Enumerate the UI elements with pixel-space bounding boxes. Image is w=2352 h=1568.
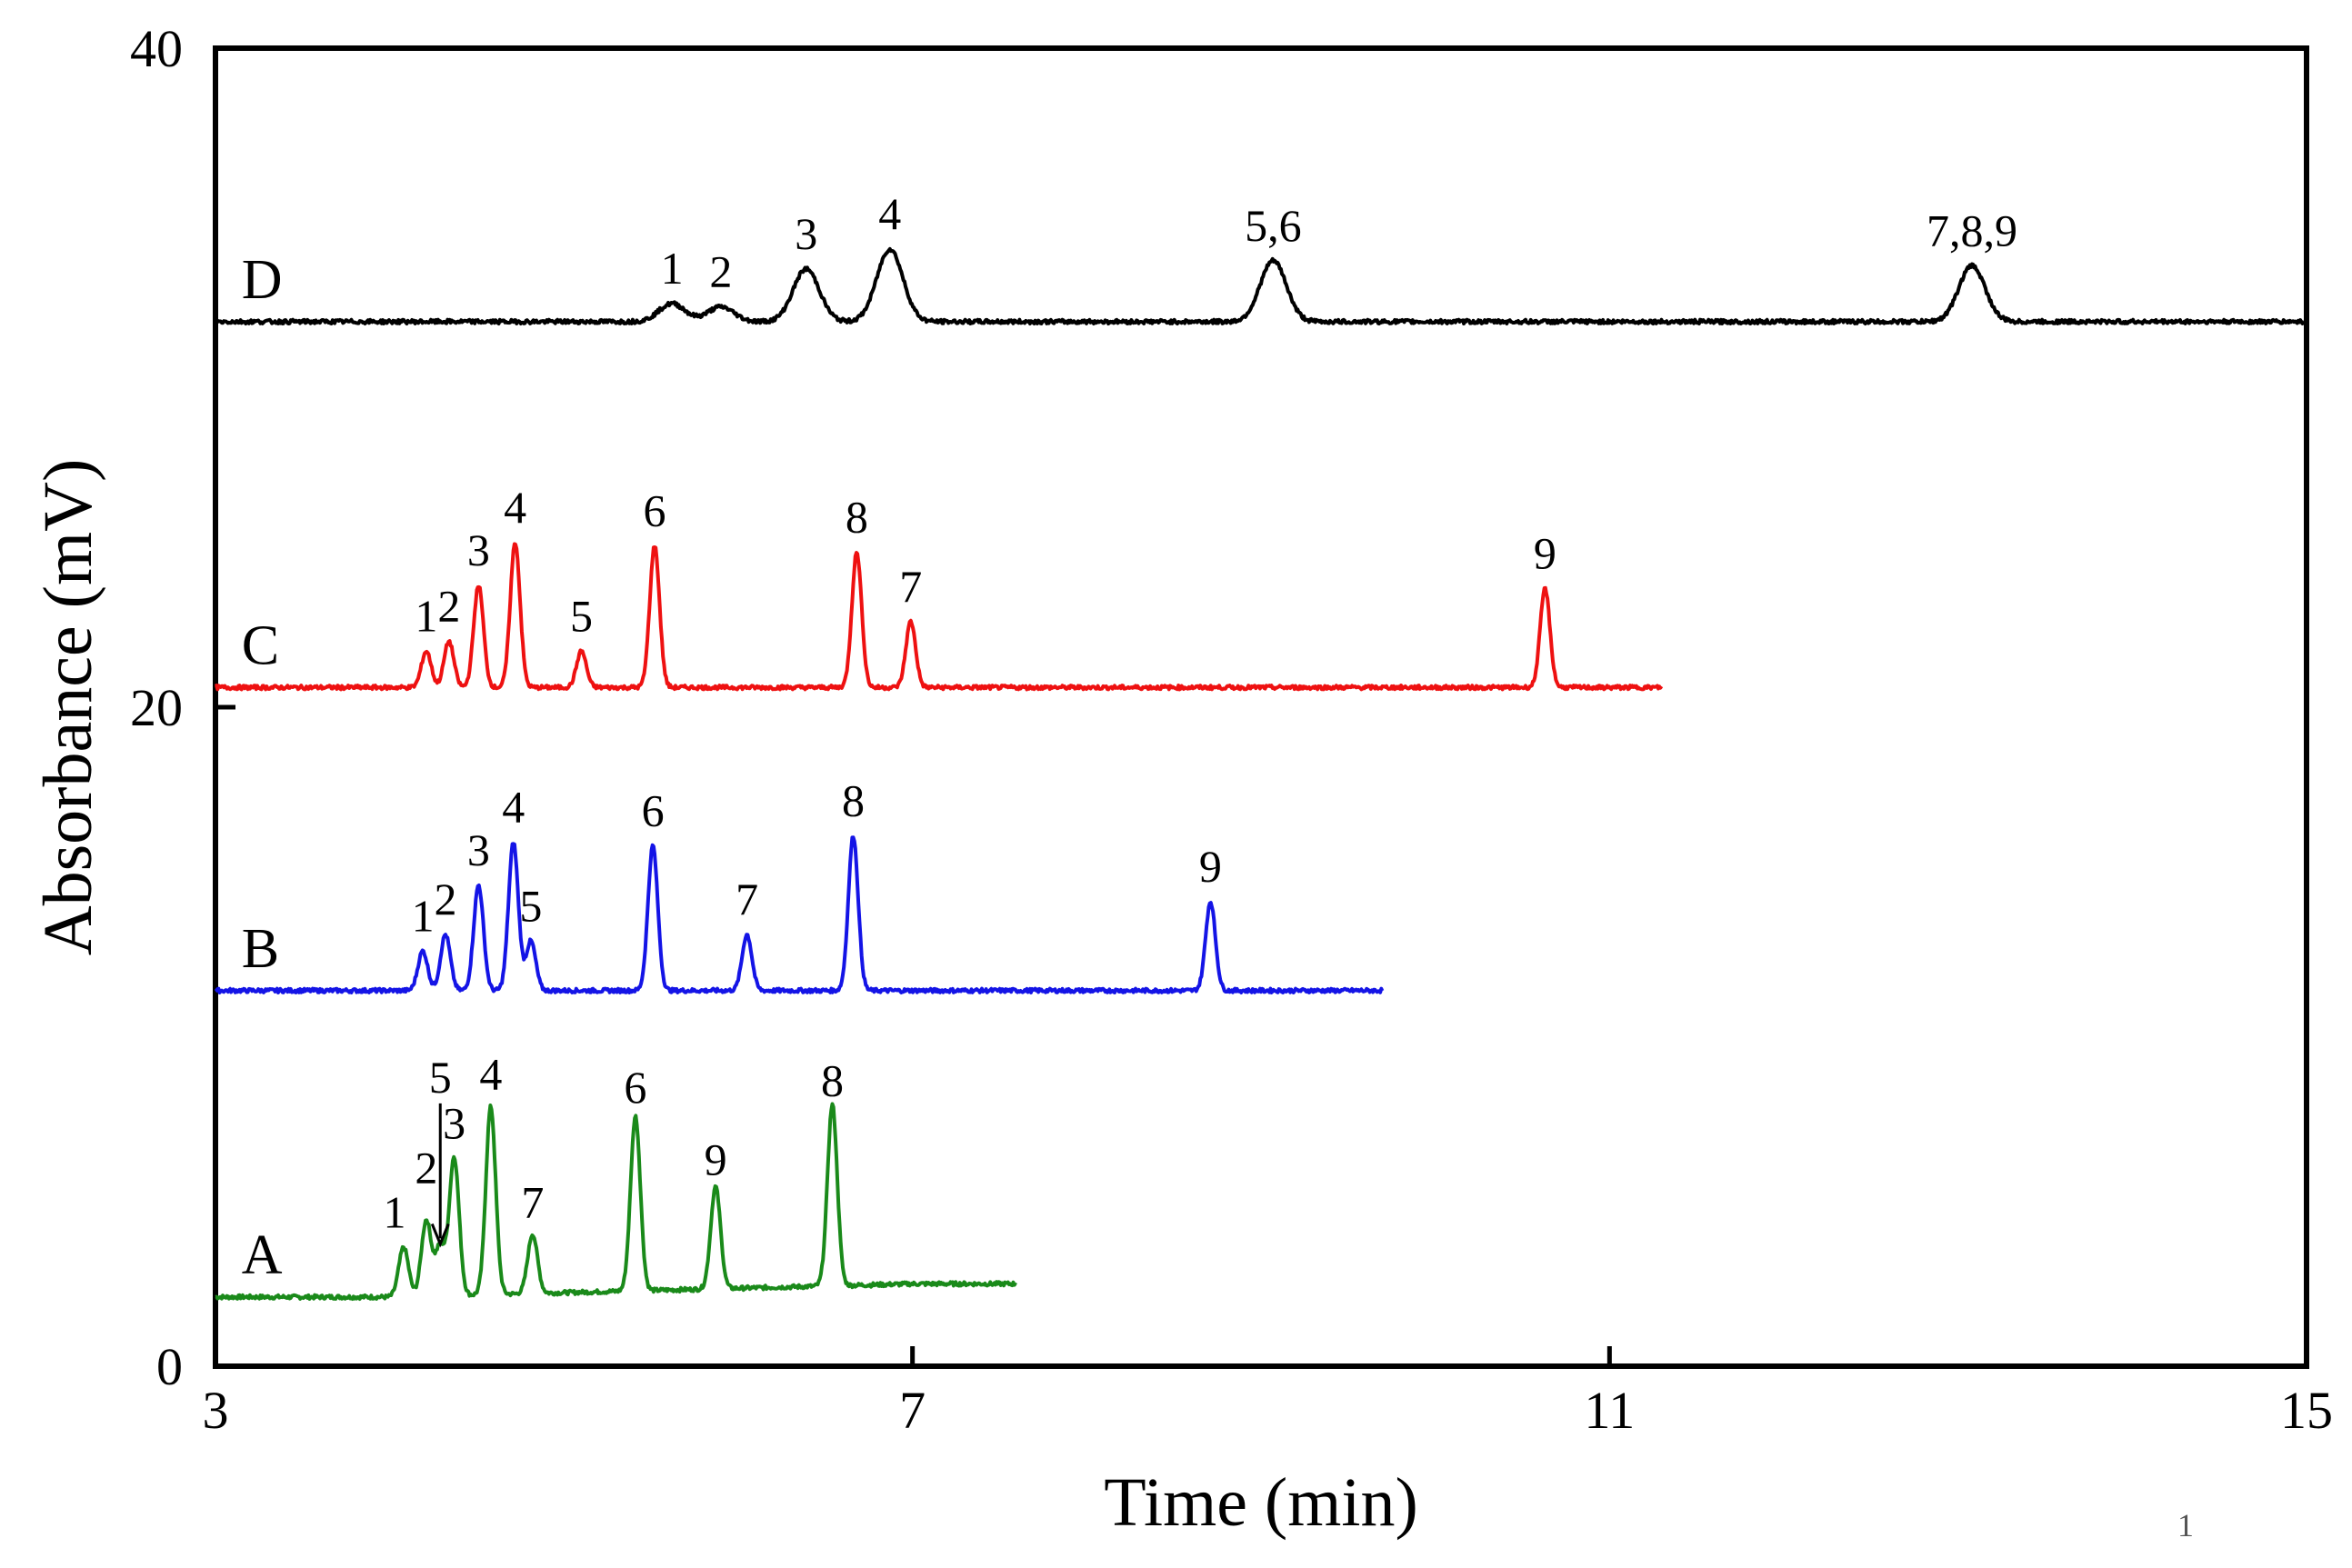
- trace-B: [214, 835, 1385, 994]
- peak-label-C-6: 6: [644, 484, 666, 535]
- peak-label-A-6: 6: [624, 1062, 646, 1113]
- peak-label-A-7: 7: [521, 1177, 544, 1228]
- peak-label-C-9: 9: [1534, 528, 1556, 579]
- peak-label-A-1: 1: [384, 1187, 406, 1238]
- peak-label-D-1: 1: [661, 243, 684, 294]
- trace-A: [215, 1102, 1017, 1301]
- peak-label-B-1: 1: [412, 890, 435, 941]
- peak-label-C-7: 7: [899, 561, 922, 612]
- chromatogram-traces: [214, 246, 2308, 1301]
- peak-label-D-2: 2: [709, 246, 732, 297]
- x-axis-title: Time (min): [1104, 1464, 1418, 1541]
- peak-label-C-3: 3: [467, 524, 490, 575]
- peak-label-A-4: 4: [479, 1048, 502, 1099]
- peak-label-C-1: 1: [415, 590, 437, 641]
- peak-label-A-5: 5: [429, 1052, 452, 1103]
- x-tick-label-3: 3: [203, 1381, 229, 1440]
- peak-label-D-7,8,9: 7,8,9: [1927, 205, 2017, 255]
- peak-label-B-7: 7: [736, 874, 758, 924]
- peak-label-B-3: 3: [467, 824, 490, 875]
- peak-label-A-2: 2: [415, 1143, 437, 1193]
- y-axis-title: Absorbance (mV): [30, 459, 106, 956]
- page-number: 1: [2177, 1507, 2194, 1543]
- peak-label-A-8: 8: [821, 1055, 844, 1106]
- peak-label-D-4: 4: [878, 188, 901, 239]
- peak-label-B-6: 6: [642, 784, 665, 835]
- y-tick-label-0: 0: [156, 1337, 183, 1396]
- trace-D: [214, 246, 2308, 325]
- x-tick-label-15: 15: [2280, 1381, 2333, 1440]
- peak-arrowhead-A-5: [430, 1223, 450, 1248]
- peak-label-B-9: 9: [1199, 841, 1222, 892]
- peak-label-A-9: 9: [705, 1134, 727, 1185]
- y-tick-label-40: 40: [130, 19, 183, 78]
- peak-label-B-8: 8: [842, 774, 865, 825]
- peak-label-C-2: 2: [437, 581, 460, 632]
- trace-label-D: D: [242, 249, 283, 311]
- trace-label-A: A: [242, 1224, 283, 1286]
- trace-label-B: B: [242, 918, 279, 980]
- trace-label-C: C: [242, 614, 279, 676]
- peak-label-B-5: 5: [519, 880, 542, 931]
- peak-label-C-8: 8: [846, 492, 868, 543]
- peak-label-C-4: 4: [504, 482, 526, 533]
- x-tick-label-7: 7: [899, 1381, 926, 1440]
- peak-label-C-5: 5: [570, 590, 593, 641]
- peak-label-B-2: 2: [435, 874, 457, 924]
- x-tick-label-11: 11: [1584, 1381, 1635, 1440]
- peak-label-D-5,6: 5,6: [1245, 200, 1302, 251]
- y-tick-label-20: 20: [130, 678, 183, 737]
- peak-label-D-3: 3: [795, 208, 817, 259]
- peak-label-A-3: 3: [443, 1098, 465, 1149]
- peak-label-B-4: 4: [502, 782, 525, 833]
- trace-C: [214, 542, 1664, 692]
